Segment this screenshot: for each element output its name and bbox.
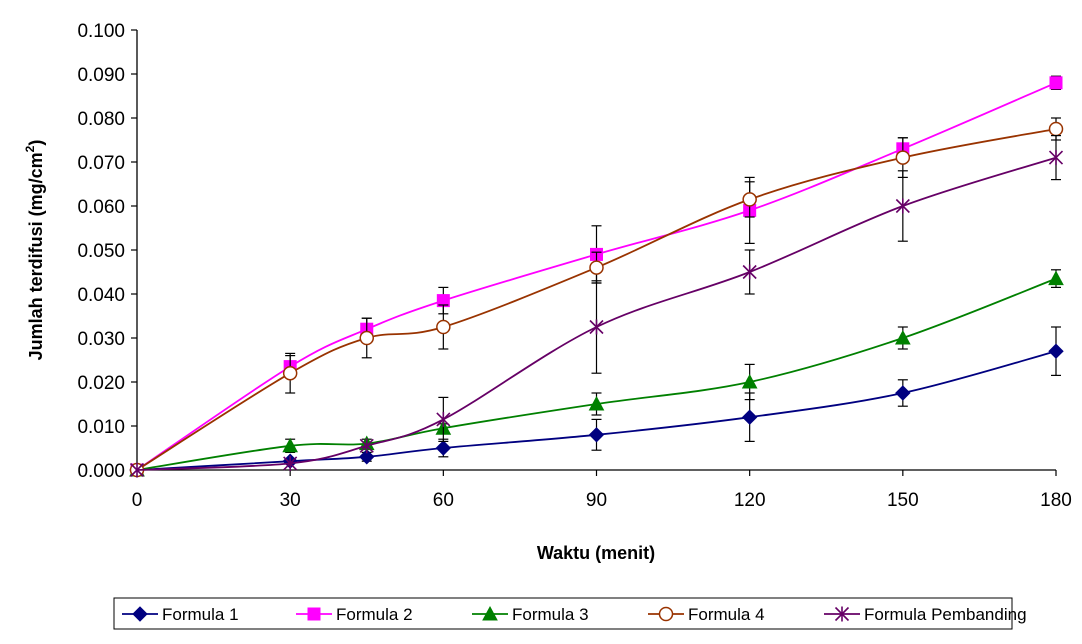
x-tick-label: 0 bbox=[132, 490, 143, 511]
y-tick-label: 0.060 bbox=[77, 197, 125, 218]
data-point bbox=[436, 319, 451, 335]
data-point bbox=[359, 438, 374, 454]
data-point bbox=[895, 150, 911, 165]
legend-marker bbox=[834, 606, 850, 622]
x-tick-label: 30 bbox=[280, 490, 301, 511]
legend-marker bbox=[482, 605, 498, 621]
data-point bbox=[1048, 343, 1064, 359]
y-tick-label: 0.020 bbox=[77, 373, 125, 394]
y-tick-label: 0.000 bbox=[77, 461, 125, 482]
x-tick-label: 120 bbox=[734, 490, 766, 511]
legend-box bbox=[113, 597, 1013, 630]
legend-item-formula-4: Formula 4 bbox=[648, 605, 765, 624]
data-point bbox=[359, 449, 375, 465]
data-point bbox=[435, 440, 452, 456]
x-tick-label: 90 bbox=[586, 490, 607, 511]
legend-label: Formula Pembanding bbox=[864, 605, 1027, 624]
legend-marker bbox=[132, 606, 148, 622]
data-point bbox=[741, 409, 758, 425]
legend-label: Formula 3 bbox=[512, 605, 589, 624]
data-point bbox=[894, 329, 911, 345]
y-axis-title-superscript: 2 bbox=[23, 145, 37, 152]
data-point bbox=[588, 427, 605, 443]
legend-marker bbox=[307, 607, 321, 621]
y-tick-label: 0.010 bbox=[77, 417, 125, 438]
data-point bbox=[1048, 121, 1064, 137]
y-axis-title: Jumlah terdifusi (mg/cm2) bbox=[23, 140, 46, 361]
y-axis-title-main: Jumlah terdifusi (mg/cm bbox=[26, 152, 46, 360]
y-axis-title-close: ) bbox=[26, 140, 46, 146]
legend-items: Formula 1 Formula 2 Formula 3 Formula 4 Form… bbox=[122, 605, 1027, 624]
data-point bbox=[741, 373, 758, 389]
data-point bbox=[588, 395, 605, 411]
legend-marker bbox=[658, 606, 674, 622]
series-line bbox=[136, 156, 1057, 471]
x-ticks: 0 30 60 90 120 150 180 bbox=[132, 470, 1072, 511]
legend-label: Formula 2 bbox=[336, 605, 413, 624]
data-point bbox=[742, 264, 757, 280]
legend: Formula 1 Formula 2 Formula 3 Formula 4 Form… bbox=[113, 597, 1027, 630]
data-point bbox=[282, 437, 299, 453]
data-point bbox=[282, 365, 298, 381]
y-tick-label: 0.090 bbox=[77, 65, 125, 86]
legend-item-formula-pembanding: Formula Pembanding bbox=[824, 605, 1027, 624]
legend-item-formula-3: Formula 3 bbox=[472, 605, 589, 624]
x-tick-label: 60 bbox=[433, 490, 454, 511]
y-tick-label: 0.070 bbox=[77, 153, 125, 174]
data-point bbox=[589, 319, 604, 335]
y-tick-label: 0.080 bbox=[77, 109, 125, 130]
y-tick-label: 0.100 bbox=[77, 21, 125, 42]
data-point bbox=[1048, 150, 1064, 166]
x-tick-label: 180 bbox=[1040, 490, 1072, 511]
legend-label: Formula 1 bbox=[162, 605, 239, 624]
plot-series bbox=[129, 75, 1064, 478]
data-point bbox=[129, 462, 145, 478]
data-point bbox=[1049, 76, 1063, 90]
legend-label: Formula 4 bbox=[688, 605, 765, 624]
data-point bbox=[359, 330, 374, 346]
data-point bbox=[895, 198, 910, 214]
legend-item-formula-2: Formula 2 bbox=[296, 605, 413, 624]
x-tick-label: 150 bbox=[887, 490, 919, 511]
y-tick-label: 0.050 bbox=[77, 241, 125, 262]
data-point bbox=[1048, 270, 1064, 286]
x-axis-title: Waktu (menit) bbox=[537, 543, 655, 563]
data-point bbox=[436, 411, 451, 427]
series-formula-pembanding bbox=[129, 135, 1064, 478]
y-tick-label: 0.030 bbox=[77, 329, 125, 350]
data-point bbox=[589, 260, 604, 275]
data-point bbox=[283, 455, 298, 471]
y-tick-label: 0.040 bbox=[77, 285, 125, 306]
legend-item-formula-1: Formula 1 bbox=[122, 605, 239, 624]
y-ticks: 0.000 0.010 0.020 0.030 0.040 0.050 0.060 0.070… bbox=[77, 21, 137, 482]
axes: 0.000 0.010 0.020 0.030 0.040 0.050 0.060 0.070… bbox=[77, 21, 1071, 511]
data-point bbox=[895, 385, 911, 401]
data-point bbox=[742, 192, 757, 207]
